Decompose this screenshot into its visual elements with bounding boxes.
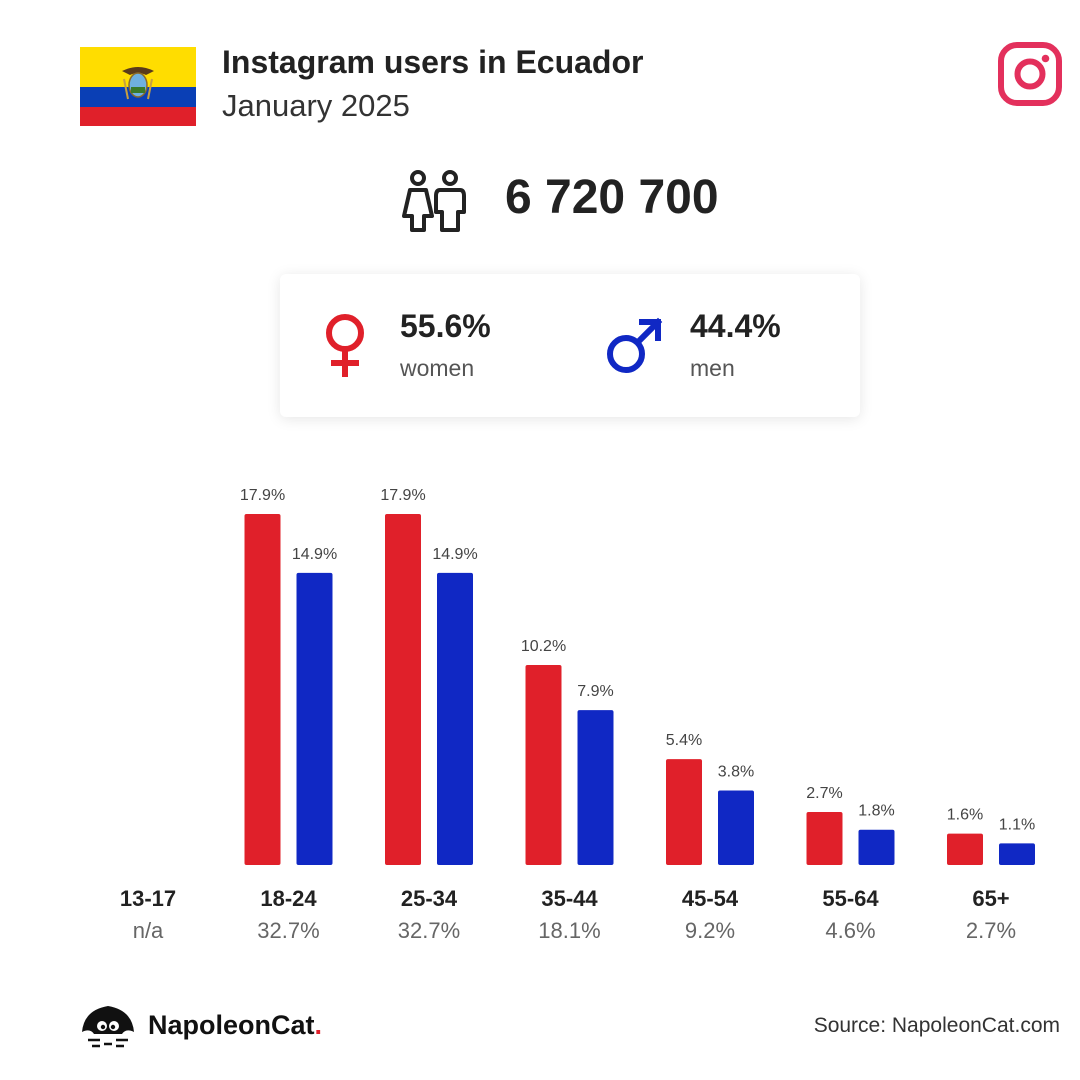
value-label-women-18-24: 17.9% <box>240 487 285 504</box>
bar-men-35-44 <box>577 710 614 865</box>
napoleoncat-logo-text: NapoleonCat. <box>148 1010 322 1041</box>
instagram-icon <box>998 42 1062 106</box>
category-share-25-34: 32.7% <box>398 918 460 943</box>
value-label-men-35-44: 7.9% <box>577 683 613 700</box>
bar-women-18-24 <box>244 514 281 865</box>
category-label-13-17: 13-17 <box>120 886 176 911</box>
category-label-45-54: 45-54 <box>682 886 739 911</box>
bar-men-65+ <box>999 843 1035 865</box>
men-percentage: 44.4% <box>690 308 781 344</box>
bar-men-55-64 <box>858 829 895 865</box>
women-label: women <box>400 355 475 381</box>
total-users-value: 6 720 700 <box>505 171 719 224</box>
male-symbol-icon <box>607 317 663 373</box>
chart-title: Instagram users in Ecuador <box>222 44 644 80</box>
female-symbol-icon <box>326 314 364 377</box>
bar-women-35-44 <box>525 664 562 865</box>
value-label-men-65+: 1.1% <box>999 816 1035 833</box>
value-label-men-18-24: 14.9% <box>292 546 337 563</box>
bar-women-55-64 <box>806 812 843 865</box>
gender-split-card <box>280 274 860 417</box>
bar-women-25-34 <box>385 514 421 865</box>
category-label-18-24: 18-24 <box>260 886 317 911</box>
chart-subtitle: January 2025 <box>222 88 410 123</box>
value-label-men-25-34: 14.9% <box>432 546 477 563</box>
category-share-13-17: n/a <box>133 918 164 943</box>
category-label-55-64: 55-64 <box>822 886 879 911</box>
bar-men-25-34 <box>437 572 473 865</box>
age-gender-bar-chart: 13-17 n/a 17.9% 14.9% 18-24 32.7% 17.9% 14.9% 25… <box>120 487 1035 943</box>
bar-women-45-54 <box>666 759 702 865</box>
value-label-women-55-64: 2.7% <box>806 785 842 802</box>
source-text: Source: NapoleonCat.com <box>813 1014 1060 1037</box>
value-label-women-25-34: 17.9% <box>380 487 425 504</box>
men-label: men <box>690 355 735 381</box>
category-label-65+: 65+ <box>972 886 1009 911</box>
category-share-55-64: 4.6% <box>825 918 875 943</box>
bar-women-65+ <box>947 833 983 865</box>
women-percentage: 55.6% <box>400 308 491 344</box>
category-share-45-54: 9.2% <box>685 918 735 943</box>
napoleoncat-logo-icon <box>82 1006 134 1048</box>
bar-men-18-24 <box>296 572 333 865</box>
category-share-65+: 2.7% <box>966 918 1016 943</box>
ecuador-flag-icon <box>80 47 196 126</box>
value-label-women-45-54: 5.4% <box>666 732 702 749</box>
logo-dot: . <box>314 1010 323 1040</box>
value-label-women-35-44: 10.2% <box>521 638 566 655</box>
bar-men-45-54 <box>718 790 754 865</box>
people-icon <box>402 170 466 232</box>
value-label-men-45-54: 3.8% <box>718 763 754 780</box>
category-label-35-44: 35-44 <box>541 886 598 911</box>
value-label-women-65+: 1.6% <box>947 807 983 824</box>
category-share-18-24: 32.7% <box>257 918 319 943</box>
category-label-25-34: 25-34 <box>401 886 458 911</box>
logo-name: NapoleonCat <box>148 1010 315 1040</box>
value-label-men-55-64: 1.8% <box>858 803 894 820</box>
category-share-35-44: 18.1% <box>538 918 600 943</box>
